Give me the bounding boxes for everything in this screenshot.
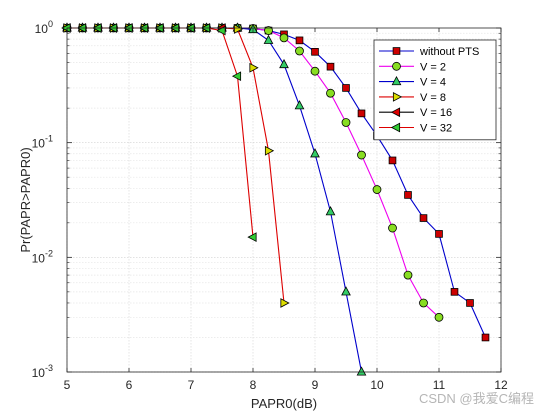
x-tick-label: 5 [64,378,71,392]
data-point [356,366,367,376]
data-point [435,230,443,238]
legend-label: V = 2 [420,61,446,73]
x-tick-label: 10 [370,378,384,392]
data-point [372,185,382,194]
data-point [326,88,335,98]
data-point [310,148,320,158]
series-3 [63,23,290,308]
data-point [466,299,474,307]
legend-entry: V = 8 [379,92,446,104]
data-point [357,109,366,118]
series-5 [61,23,257,243]
legend-label: without PTS [419,46,479,58]
x-tick-label: 9 [312,378,319,392]
data-point [419,298,428,308]
legend-entry: V = 2 [379,61,446,73]
data-point [247,232,257,243]
series-line [67,27,254,238]
watermark: CSDN @我爱C编程 [418,391,534,406]
legend-marker [391,75,402,86]
data-point [279,33,289,43]
data-point [325,206,336,216]
y-tick-label: 10-2 [32,248,53,265]
data-point [403,270,413,280]
y-tick-label: 10-1 [32,134,53,151]
x-tick-label: 7 [188,378,195,392]
data-point [310,66,320,76]
legend-label: V = 16 [420,107,452,119]
series-2 [62,22,367,376]
data-point [404,191,412,199]
data-point [357,150,366,160]
data-point [419,214,428,222]
data-point [264,26,273,35]
y-tick-label: 100 [35,19,53,36]
data-point [341,118,351,127]
data-point [342,84,350,92]
legend-marker [392,92,403,102]
data-point [233,24,244,34]
x-tick-label: 11 [433,378,446,392]
data-point [341,286,351,296]
data-point [311,48,319,56]
data-point [231,71,242,82]
legend-box [373,39,497,141]
data-point [294,100,305,110]
x-tick-label: 8 [250,378,257,392]
data-point [264,145,275,156]
legend: without PTS V = 2 V = 4 V = 8 V = 16 V = 32 [373,39,497,141]
legend-marker [390,122,401,133]
legend-label: V = 4 [420,77,446,89]
y-axis-label: Pr(PAPR>PAPR0) [18,147,33,252]
ticks: 5 6 7 8 9 10 11 12 10-3 10-2 10-1 100 [32,19,508,392]
legend-label: V = 32 [420,123,452,135]
data-point [263,34,274,44]
legend-entry: without PTS [379,46,479,58]
series-line [67,27,363,373]
data-point [295,46,304,56]
legend-entry: V = 32 [379,123,452,135]
x-tick-label: 12 [494,378,508,392]
y-tick-label: 10-3 [32,363,53,380]
legend-marker [392,61,401,71]
data-point [450,288,459,296]
data-point [481,333,490,342]
data-point [388,223,397,233]
data-point [326,62,335,71]
data-point [279,58,289,69]
data-point [280,298,290,308]
plot-frame [66,27,502,373]
x-axis-label: PAPR0(dB) [251,396,317,411]
x-tick-label: 6 [126,378,133,392]
legend-marker [392,47,401,55]
data-point [388,156,397,165]
legend-marker [390,107,401,118]
data-point [216,25,226,36]
data-point [434,312,444,322]
legend-entry: V = 4 [379,75,446,89]
data-point [249,62,259,73]
legend-entry: V = 16 [379,107,452,119]
legend-label: V = 8 [420,92,446,104]
data-point [295,36,304,45]
